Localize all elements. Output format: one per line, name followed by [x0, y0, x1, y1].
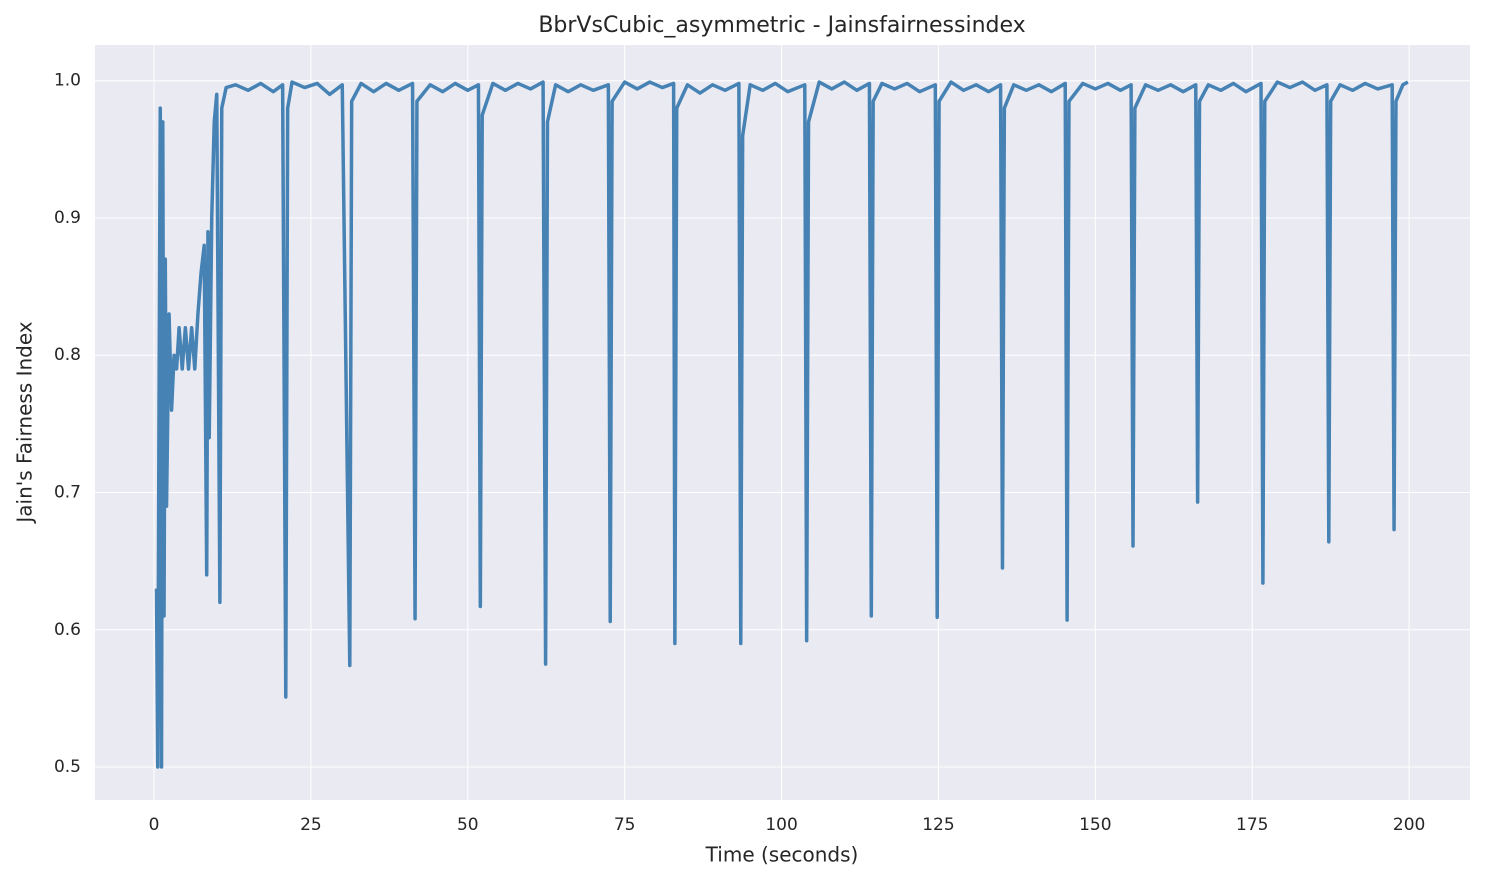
data-line — [154, 80, 1409, 769]
x-tick-label: 100 — [765, 815, 797, 835]
x-tick-label: 200 — [1393, 815, 1425, 835]
y-tick-label: 0.7 — [54, 483, 81, 503]
y-tick-label: 0.5 — [54, 757, 81, 777]
x-tick-label: 0 — [149, 815, 160, 835]
x-tick-label: 125 — [922, 815, 954, 835]
x-tick-label: 50 — [457, 815, 479, 835]
x-axis-label: Time (seconds) — [705, 843, 859, 867]
y-tick-label: 0.6 — [54, 620, 81, 640]
y-axis-label: Jain's Fairness Index — [13, 321, 37, 524]
y-tick-label: 0.9 — [54, 208, 81, 228]
plot-area — [95, 45, 1470, 800]
x-tick-label: 175 — [1236, 815, 1268, 835]
chart-title: BbrVsCubic_asymmetric - Jainsfairnessind… — [538, 13, 1025, 38]
x-tick-label: 150 — [1079, 815, 1111, 835]
y-tick-label: 0.8 — [54, 345, 81, 365]
x-tick-label: 25 — [300, 815, 322, 835]
y-tick-label: 1.0 — [54, 71, 81, 91]
x-tick-label: 75 — [614, 815, 636, 835]
